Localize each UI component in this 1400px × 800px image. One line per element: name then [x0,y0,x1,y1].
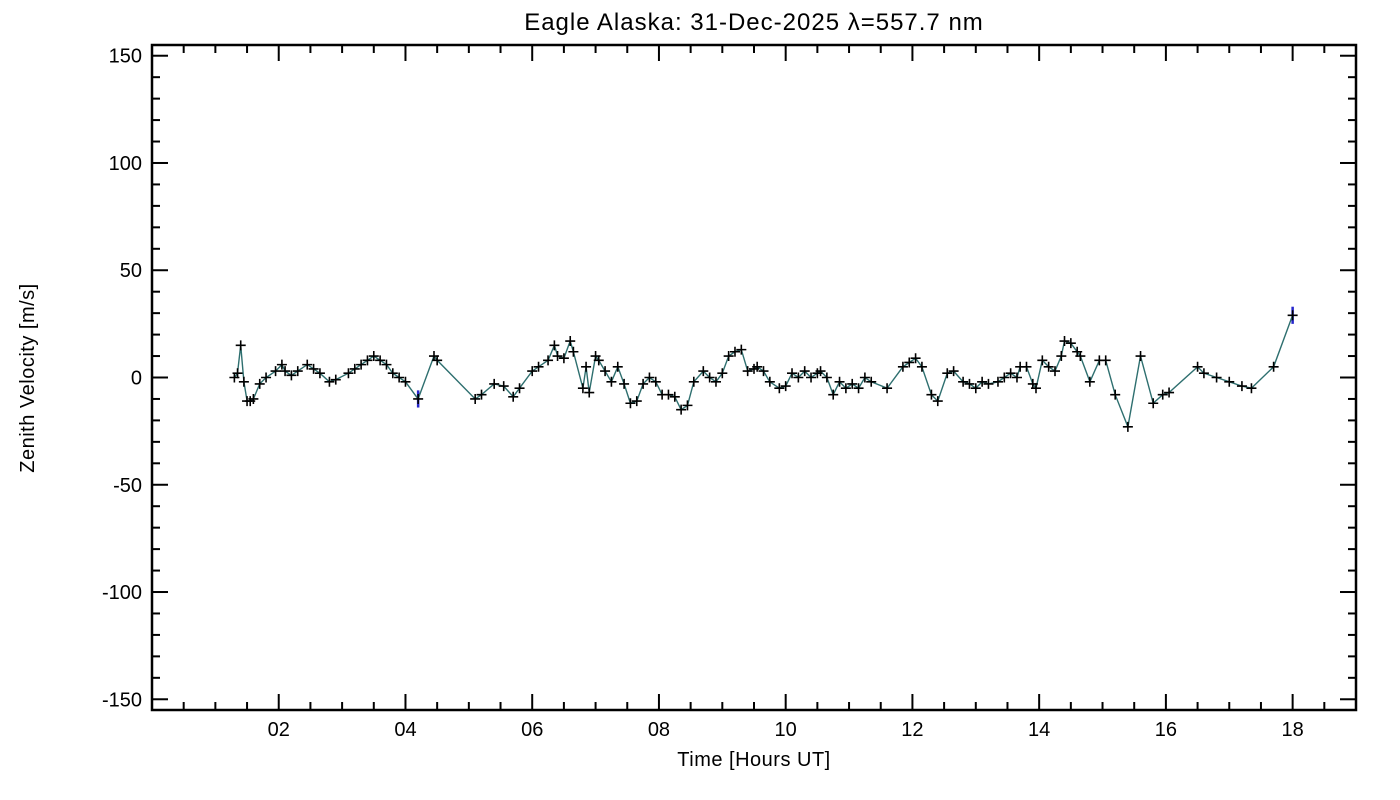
svg-text:08: 08 [648,719,670,741]
x-axis-label: Time [Hours UT] [677,749,830,771]
svg-text:0: 0 [131,368,142,390]
svg-text:12: 12 [901,719,923,741]
svg-text:-150: -150 [102,689,142,711]
data-markers [229,310,1298,432]
axes-frame [150,43,1358,712]
svg-text:02: 02 [268,719,290,741]
svg-text:16: 16 [1155,719,1177,741]
svg-text:50: 50 [120,260,142,282]
svg-text:-50: -50 [113,475,142,497]
svg-text:14: 14 [1028,719,1050,741]
svg-text:100: 100 [109,153,142,175]
svg-text:150: 150 [109,46,142,68]
chart-title: Eagle Alaska: 31-Dec-2025 λ=557.7 nm [524,9,984,36]
y-axis-label: Zenith Velocity [m/s] [17,283,39,472]
axis-ticks [152,45,1356,710]
svg-text:06: 06 [521,719,543,741]
svg-text:10: 10 [775,719,797,741]
svg-text:18: 18 [1282,719,1304,741]
tick-labels: 02 04 06 08 10 12 14 16 18 -150 -100 -50 0 50 100 150 [102,46,1304,741]
svg-text:04: 04 [394,719,416,741]
svg-text:-100: -100 [102,582,142,604]
